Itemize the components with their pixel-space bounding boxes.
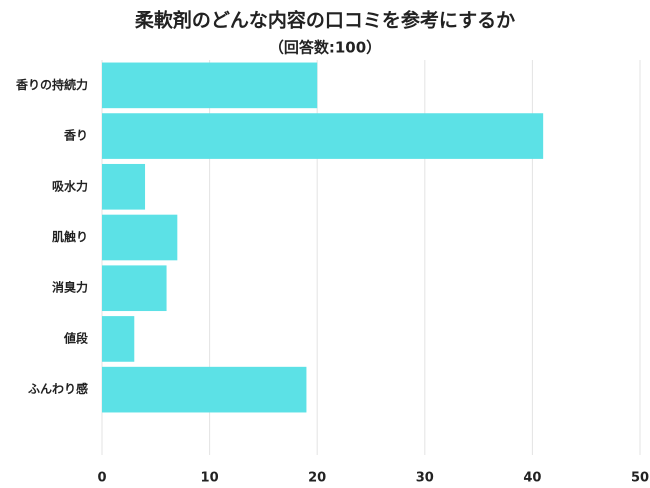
x-tick-label: 0 bbox=[97, 471, 106, 486]
bar bbox=[102, 265, 167, 312]
y-tick-label: 消臭力 bbox=[52, 280, 88, 295]
chart-subtitle: （回答数:100） bbox=[269, 39, 381, 57]
y-tick-label: ふんわり感 bbox=[28, 381, 88, 396]
bar bbox=[102, 163, 146, 210]
y-tick-label: 吸水力 bbox=[52, 178, 88, 193]
y-tick-label: 肌触り bbox=[51, 229, 88, 244]
y-tick-label: 香り bbox=[63, 128, 88, 143]
x-tick-label: 40 bbox=[523, 471, 541, 486]
bar bbox=[102, 366, 307, 413]
y-tick-label: 値段 bbox=[63, 330, 89, 345]
y-tick-label: 香りの持続力 bbox=[15, 77, 88, 92]
bar bbox=[102, 62, 318, 109]
bar bbox=[102, 113, 544, 159]
x-tick-label: 50 bbox=[631, 471, 649, 486]
bar bbox=[102, 316, 135, 362]
x-tick-label: 30 bbox=[416, 471, 434, 486]
bar bbox=[102, 214, 178, 261]
x-tick-label: 10 bbox=[201, 471, 219, 486]
chart-title: 柔軟剤のどんな内容の口コミを参考にするか bbox=[135, 9, 515, 32]
x-tick-label: 20 bbox=[308, 471, 326, 486]
